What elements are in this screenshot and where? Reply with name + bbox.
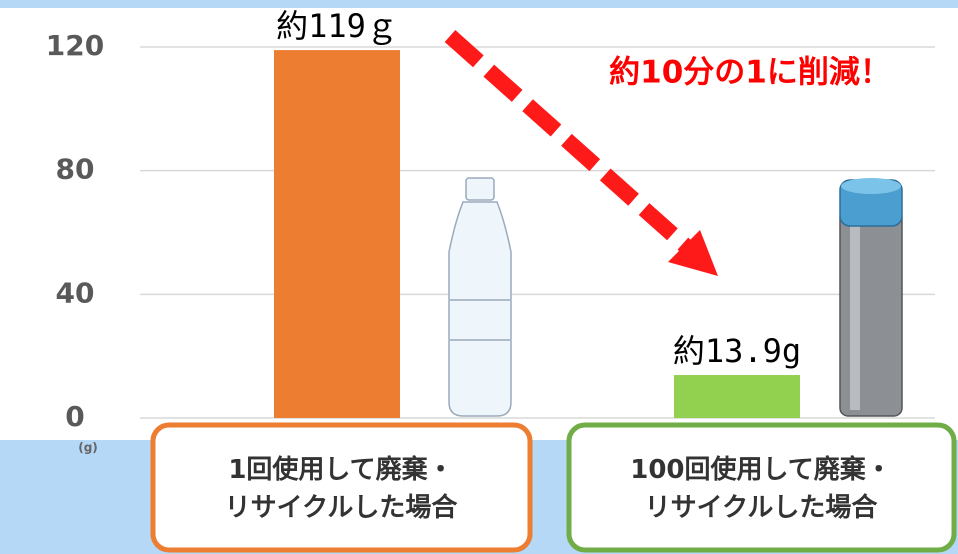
thermos-icon [840, 178, 902, 416]
x-tick-label-line: リサイクルした場合 [225, 492, 459, 523]
x-tick-label-line: リサイクルした場合 [645, 492, 879, 523]
pet-bottle-icon [449, 178, 511, 416]
y-unit: (g) [78, 441, 98, 455]
bar [674, 375, 800, 418]
x-tick-label-line: 1回使用して廃棄・ [228, 454, 453, 485]
data-label: 約119ｇ [276, 7, 398, 45]
category-box [153, 425, 530, 550]
x-tick-label-line: 100回使用して廃棄・ [630, 454, 892, 485]
chart: (g) 約10分の1に削減！ 04080120約119ｇ1回使用して廃棄・リサイ… [0, 0, 958, 554]
bar [274, 50, 400, 418]
y-tick-label: 40 [56, 276, 95, 309]
data-label: 約13.9g [673, 332, 801, 370]
annotation: 約10分の1に削減！ [609, 55, 891, 91]
y-tick-label: 80 [56, 153, 95, 186]
category-box [569, 425, 954, 550]
y-tick-label: 0 [65, 400, 84, 433]
y-tick-label: 120 [46, 29, 104, 62]
